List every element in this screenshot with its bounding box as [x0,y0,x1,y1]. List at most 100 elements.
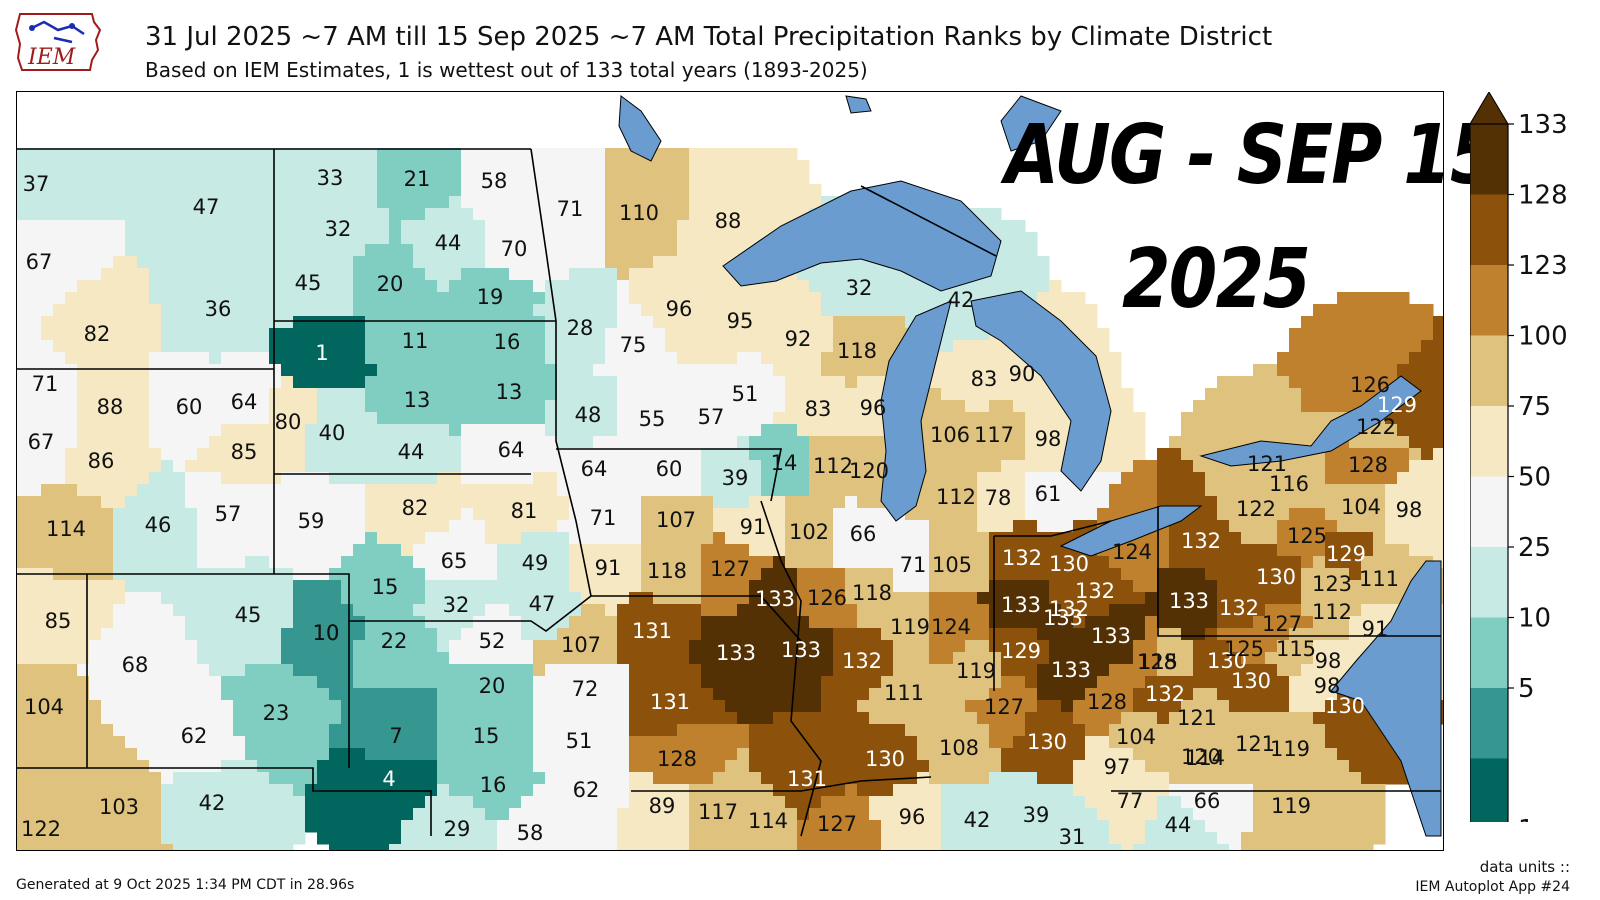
district-rank-label: 11 [402,329,429,353]
district-rank-label: 71 [900,553,927,577]
district-rank-label: 67 [28,430,55,454]
district-rank-label: 88 [715,209,742,233]
colorbar-segment [1470,688,1508,759]
district-rank-label: 47 [529,592,556,616]
district-rank-label: 133 [1051,658,1091,682]
district-rank-label: 4 [382,767,395,791]
district-rank-label: 66 [1194,789,1221,813]
district-rank-label: 72 [572,677,599,701]
district-rank-label: 55 [639,407,666,431]
district-rank-label: 102 [789,520,829,544]
district-rank-label: 131 [650,690,690,714]
district-rank-label: 131 [787,767,827,791]
district-rank-label: 116 [1269,472,1309,496]
district-rank-label: 66 [850,522,877,546]
district-rank-label: 29 [444,817,471,841]
district-rank-label: 95 [727,309,754,333]
district-rank-label: 108 [939,736,979,760]
app-label: IEM Autoplot App #24 [1415,879,1570,895]
district-rank-label: 82 [84,322,111,346]
district-rank-label: 133 [1001,593,1041,617]
district-rank-label: 89 [649,794,676,818]
colorbar-tick-label: 100 [1518,322,1568,352]
district-rank-label: 120 [1181,745,1221,769]
district-rank-label: 64 [231,390,258,414]
district-rank-label: 124 [1112,540,1152,564]
district-rank-label: 91 [595,556,622,580]
district-rank-label: 98 [1315,649,1342,673]
colorbar-segment [1470,265,1508,336]
district-rank-label: 58 [517,821,544,845]
district-rank-label: 128 [1087,690,1127,714]
district-rank-label: 58 [481,169,508,193]
period-overlay-line1: AUG - SEP 15 [1005,108,1499,203]
district-rank-label: 128 [1137,650,1177,674]
district-rank-label: 28 [567,316,594,340]
district-rank-label: 64 [498,438,525,462]
district-rank-label: 85 [231,440,258,464]
district-rank-label: 126 [807,586,847,610]
logo-text: IEM [27,45,76,70]
district-rank-label: 51 [566,729,593,753]
district-rank-label: 130 [1027,730,1067,754]
district-rank-label: 82 [402,496,429,520]
district-rank-label: 31 [1059,825,1086,849]
colorbar-segment [1470,476,1508,547]
colorbar-tick-label: 50 [1518,463,1551,493]
district-rank-label: 1 [315,341,328,365]
district-rank-label: 91 [1362,617,1389,641]
district-rank-label: 62 [181,724,208,748]
precipitation-rank-map: 37 47 67 36 82 33 21 58 32 44 70 45 20 19 71 110 88 1 11 16… [16,91,1446,857]
district-rank-label: 48 [575,403,602,427]
district-rank-label: 104 [1341,495,1381,519]
district-rank-label: 123 [1312,572,1352,596]
district-rank-label: 117 [698,800,738,824]
colorbar-tick-label: 1 [1518,815,1535,822]
district-rank-label: 39 [1023,803,1050,827]
district-rank-label: 60 [656,457,683,481]
colorbar-tick-label: 25 [1518,533,1551,563]
district-rank-label: 98 [1396,498,1423,522]
district-rank-label: 112 [936,485,976,509]
district-rank-label: 16 [480,773,507,797]
colorbar: 133 128 123 100 75 50 25 10 5 1 [1470,92,1568,822]
map-subtitle: Based on IEM Estimates, 1 is wettest out… [145,58,868,82]
district-rank-label: 40 [319,421,346,445]
colorbar-segment [1470,758,1508,822]
colorbar-extend-arrow [1470,92,1509,125]
district-rank-label: 127 [710,557,750,581]
period-overlay-line2: 2025 [1122,232,1311,327]
district-rank-label: 60 [176,395,203,419]
district-rank-label: 49 [522,551,549,575]
district-rank-label: 111 [1359,567,1399,591]
district-rank-label: 130 [1231,669,1271,693]
district-rank-label: 121 [1177,706,1217,730]
district-rank-label: 118 [837,339,877,363]
district-rank-label: 132 [1181,529,1221,553]
district-rank-label: 44 [398,440,425,464]
district-rank-label: 37 [23,172,50,196]
district-rank-label: 75 [620,333,647,357]
district-rank-label: 133 [716,641,756,665]
district-rank-label: 125 [1224,637,1264,661]
district-rank-label: 64 [581,457,608,481]
district-rank-label: 68 [122,653,149,677]
district-rank-label: 13 [496,380,523,404]
district-rank-label: 127 [817,812,857,836]
district-rank-label: 83 [805,397,832,421]
colorbar-tick-label: 123 [1518,251,1568,281]
colorbar-segment [1470,124,1508,195]
district-rank-label: 88 [97,395,124,419]
district-rank-label: 20 [479,674,506,698]
district-rank-label: 104 [24,695,64,719]
district-rank-label: 13 [404,388,431,412]
colorbar-tick-label: 133 [1518,110,1568,140]
district-rank-label: 119 [956,659,996,683]
district-rank-label: 118 [852,581,892,605]
district-rank-label: 130 [865,747,905,771]
district-rank-label: 128 [657,747,697,771]
district-rank-label: 46 [145,513,172,537]
district-rank-label: 130 [1325,694,1365,718]
colorbar-tick-label: 5 [1518,674,1535,704]
